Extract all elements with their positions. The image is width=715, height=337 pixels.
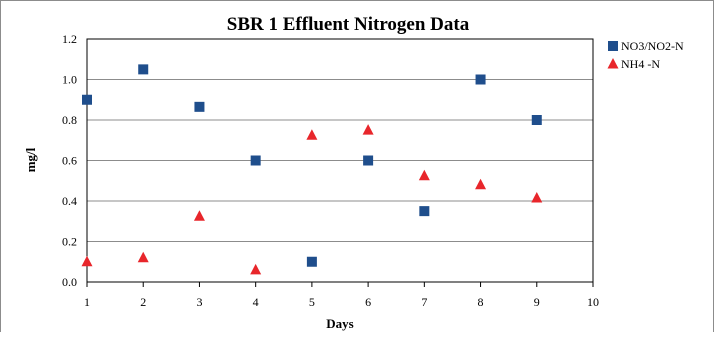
x-tick-label: 8 [478, 295, 484, 309]
no3-no2-point [363, 155, 374, 166]
nh4-point [306, 129, 318, 140]
x-tick-label: 7 [421, 295, 427, 309]
no3-no2-point [531, 115, 542, 125]
no3-no2-point [306, 256, 317, 267]
x-tick-label: 4 [253, 295, 259, 309]
plot-area [86, 38, 594, 283]
legend-label: NO3/NO2-N [621, 39, 684, 53]
x-tick-label: 5 [309, 295, 315, 309]
x-axis-label: Days [326, 316, 353, 331]
nh4-point [418, 169, 430, 181]
tick-labels: 0.0 0.2 0.4 0.6 0.8 1.0 1.2 1 2 3 4 5 6 7 8 9 10 [62, 32, 599, 309]
x-tick-label: 3 [196, 295, 202, 309]
x-tick-label: 1 [84, 295, 90, 309]
no3-no2-point [250, 155, 261, 166]
nh4-point [81, 255, 93, 267]
no3-no2-point [138, 64, 149, 75]
nh4-point [531, 191, 543, 203]
x-tick-label: 6 [365, 295, 371, 309]
no3-no2-point [194, 101, 205, 112]
nh4-point [250, 263, 262, 275]
no3-no2-point [475, 74, 486, 85]
no3-no2-point [419, 206, 430, 217]
y-tick-label: 1.0 [62, 73, 77, 87]
y-tick-label: 1.2 [62, 32, 77, 46]
chart-title: SBR 1 Effluent Nitrogen Data [227, 14, 470, 35]
y-tick-label: 0.8 [62, 113, 77, 127]
no3-no2-point [82, 94, 92, 105]
x-tick-label: 10 [587, 295, 599, 309]
nh4-point [362, 124, 374, 135]
legend: NO3/NO2-N NH4 -N [607, 39, 684, 71]
y-axis-label: mg/l [23, 147, 38, 172]
y-tick-label: 0.0 [62, 275, 77, 289]
legend-square-marker [608, 41, 618, 51]
x-tick-label: 9 [534, 295, 540, 309]
data-points [81, 64, 543, 275]
y-tick-label: 0.4 [62, 194, 77, 208]
legend-triangle-marker [607, 58, 619, 69]
y-tick-label: 0.2 [62, 235, 77, 249]
nh4-point [137, 251, 149, 263]
legend-label: NH4 -N [621, 57, 660, 71]
gridlines [86, 38, 594, 283]
x-tick-label: 2 [140, 295, 146, 309]
y-tick-label: 0.6 [62, 154, 77, 168]
nh4-point [193, 210, 205, 221]
nh4-point [475, 178, 487, 190]
